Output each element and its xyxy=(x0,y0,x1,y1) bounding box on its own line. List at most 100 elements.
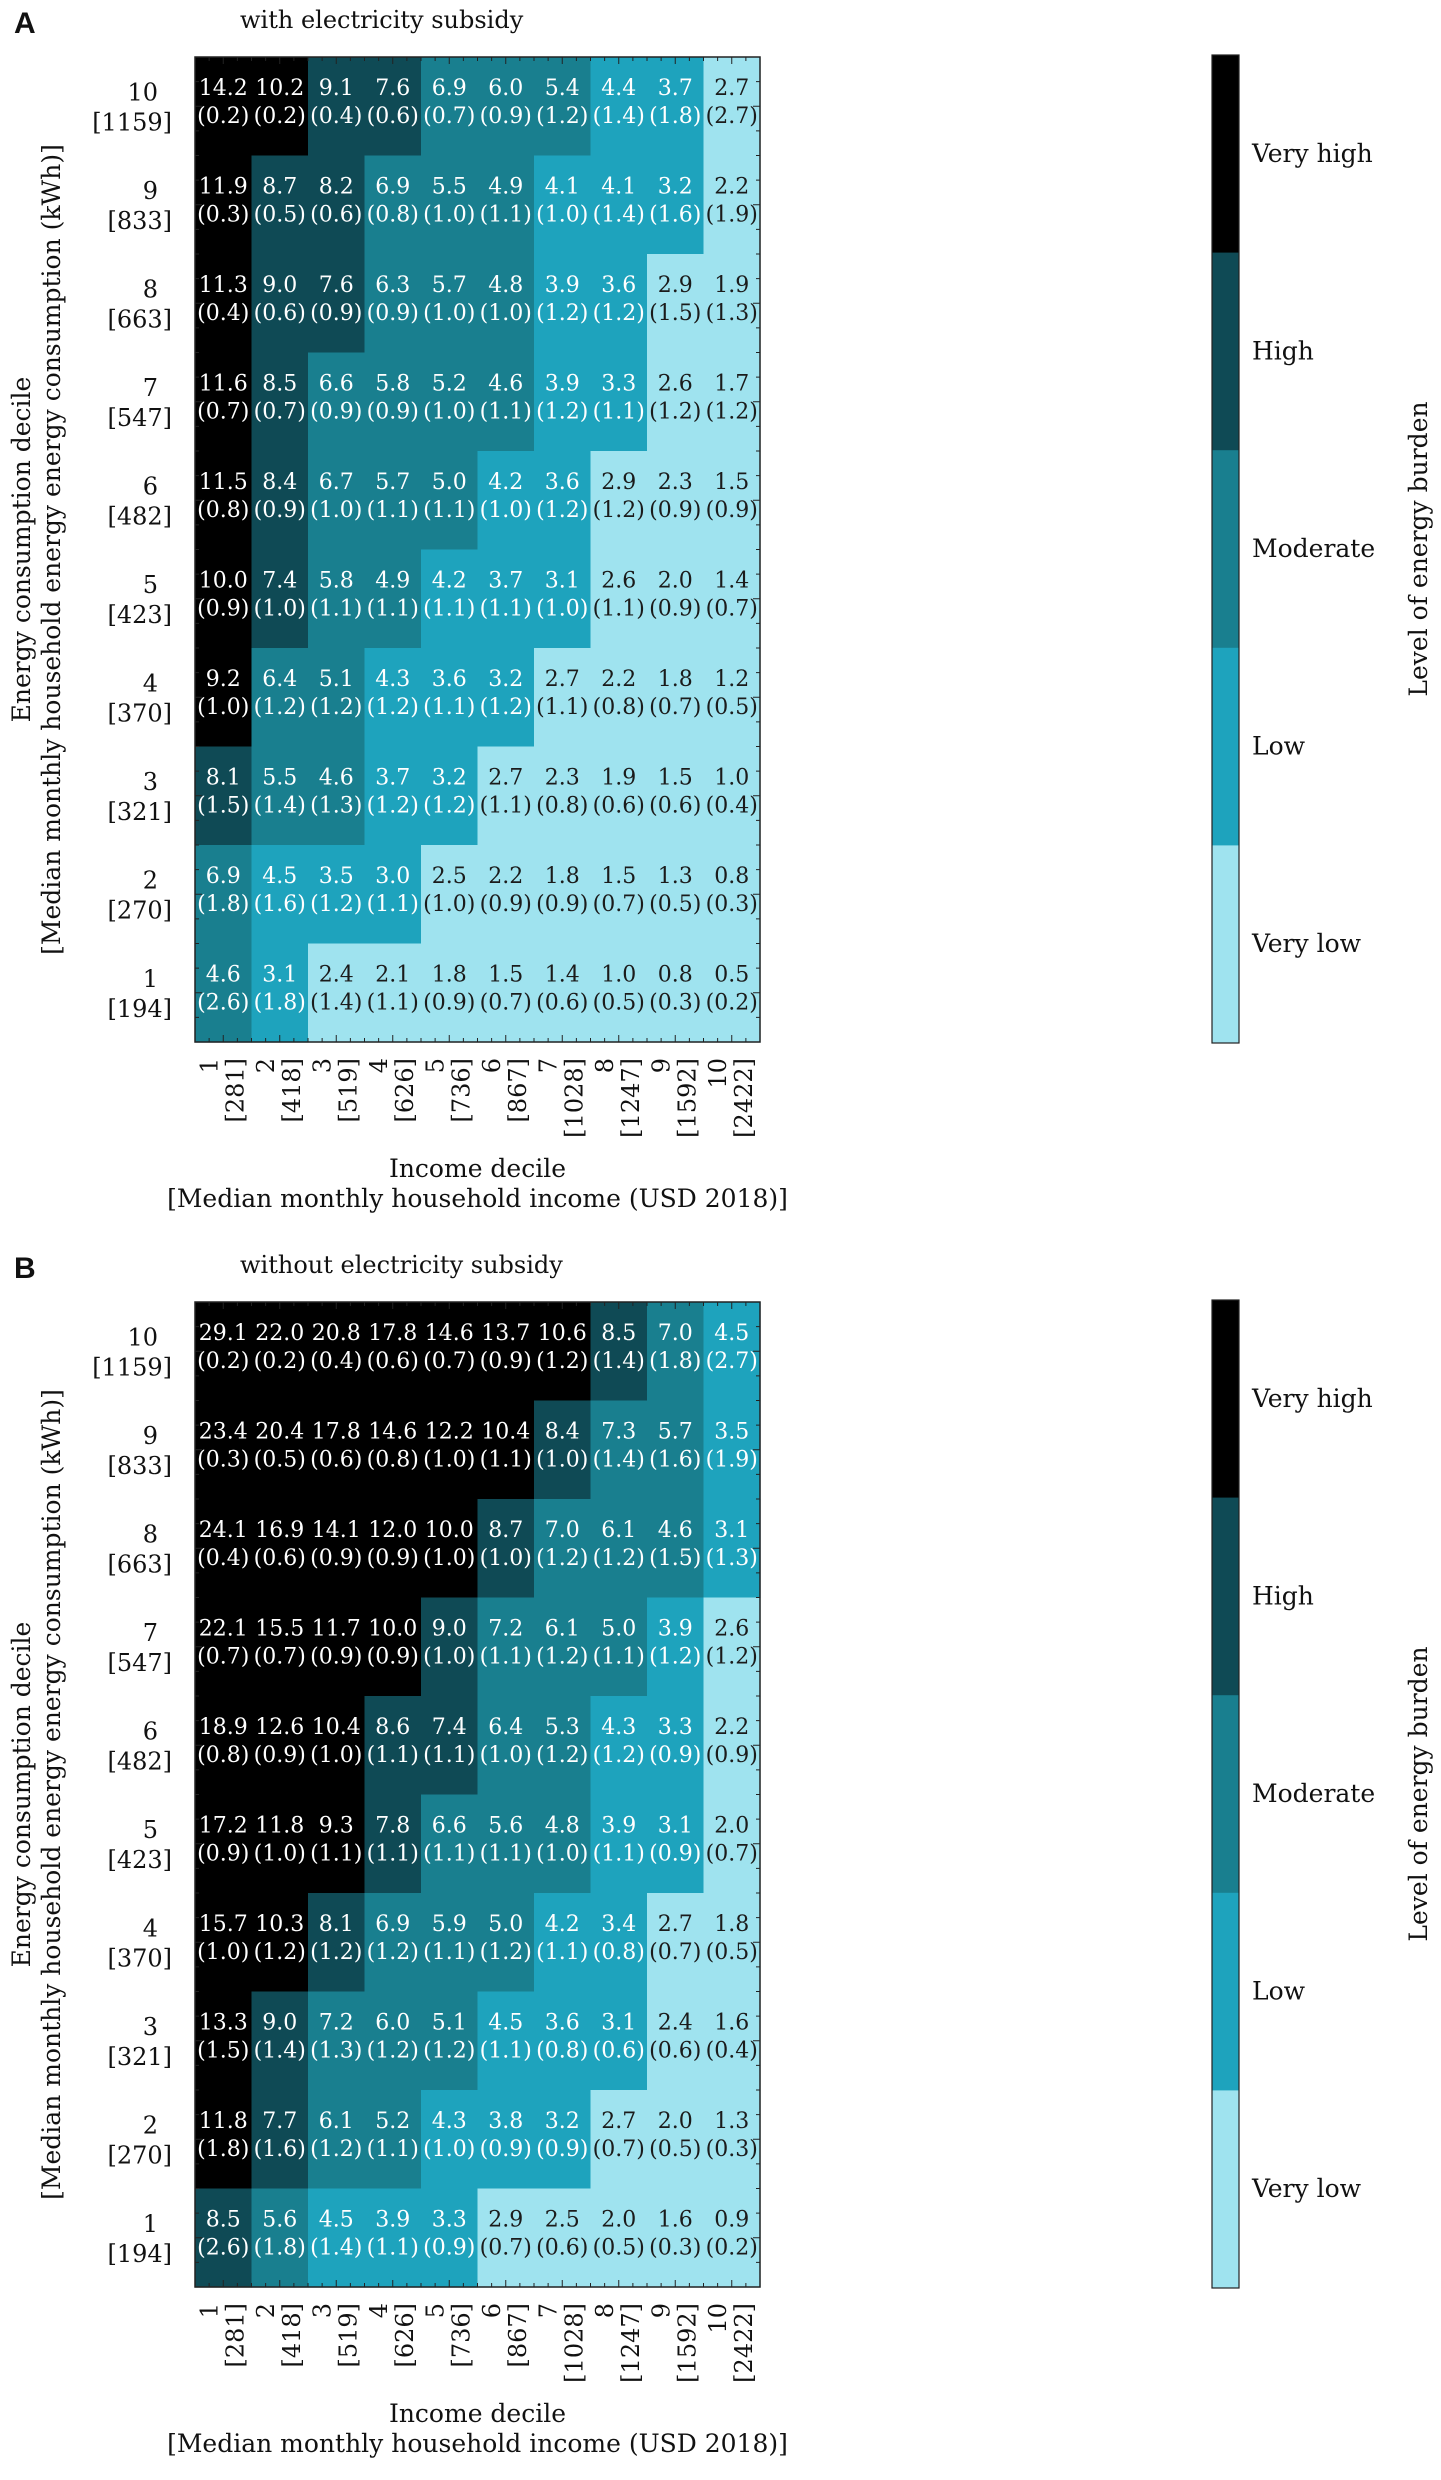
heatmap-cell xyxy=(308,549,366,649)
cell-value: 0.9 xyxy=(714,2208,749,2233)
heatmap-cell xyxy=(251,352,309,452)
y-tick-label: 7 xyxy=(143,374,158,402)
cell-value: 22.0 xyxy=(255,1321,304,1346)
cell-value: 4.1 xyxy=(601,175,636,200)
cell-value: 3.1 xyxy=(658,1814,693,1839)
cell-error: (1.6) xyxy=(649,1448,701,1473)
heatmap-cell xyxy=(590,451,648,551)
y-tick-median: [1159] xyxy=(92,108,172,136)
x-tick-label: 3 xyxy=(308,2303,336,2318)
y-tick-label: 6 xyxy=(143,472,158,500)
heatmap-cell xyxy=(308,57,366,157)
heatmap-cell xyxy=(364,352,422,452)
cell-error: (1.1) xyxy=(367,1743,419,1768)
cell-error: (1.2) xyxy=(367,2039,419,2064)
cell-value: 24.1 xyxy=(199,1518,248,1543)
cell-value: 5.0 xyxy=(432,470,467,495)
y-tick-median: [270] xyxy=(107,2141,172,2169)
heatmap-cell xyxy=(703,1696,761,1796)
cell-value: 17.8 xyxy=(312,1420,361,1445)
heatmap-cell xyxy=(534,57,592,157)
heatmap-cell xyxy=(364,1893,422,1993)
cell-value: 14.1 xyxy=(312,1518,361,1543)
cell-value: 3.1 xyxy=(601,2011,636,2036)
cell-error: (0.7) xyxy=(593,2137,645,2162)
cell-error: (1.1) xyxy=(423,498,475,523)
heatmap-cell xyxy=(421,57,479,157)
cell-value: 10.0 xyxy=(199,569,248,594)
heatmap-cell xyxy=(308,1302,366,1402)
y-tick-label: 9 xyxy=(143,177,158,205)
cell-value: 10.3 xyxy=(255,1912,304,1937)
cell-error: (1.3) xyxy=(310,794,362,819)
cell-value: 7.2 xyxy=(319,2011,354,2036)
heatmap-cell xyxy=(308,648,366,748)
heatmap-cell xyxy=(195,943,253,1043)
cell-value: 5.8 xyxy=(319,569,354,594)
cell-error: (1.0) xyxy=(423,1546,475,1571)
cell-value: 0.5 xyxy=(714,963,749,988)
heatmap-cell xyxy=(477,1499,535,1599)
cell-error: (0.9) xyxy=(480,104,532,129)
heatmap-cell xyxy=(477,352,535,452)
cell-value: 2.7 xyxy=(714,76,749,101)
cell-error: (0.5) xyxy=(706,695,758,720)
cell-error: (1.2) xyxy=(480,695,532,720)
cell-error: (0.6) xyxy=(367,1349,419,1374)
x-tick-label: 6 xyxy=(478,1058,506,1073)
cell-error: (1.2) xyxy=(423,794,475,819)
cell-error: (0.7) xyxy=(706,1842,758,1867)
heatmap-cell xyxy=(308,1597,366,1697)
cell-error: (1.2) xyxy=(706,1645,758,1670)
cell-error: (1.0) xyxy=(423,203,475,228)
colorbar-category: Very high xyxy=(1251,139,1373,168)
cell-error: (1.1) xyxy=(480,203,532,228)
heatmap-cell xyxy=(647,648,705,748)
heatmap-cell xyxy=(251,943,309,1043)
cell-value: 9.0 xyxy=(262,273,297,298)
heatmap-cell xyxy=(308,746,366,846)
cell-value: 6.9 xyxy=(206,864,241,889)
cell-error: (0.5) xyxy=(649,2137,701,2162)
cell-error: (0.6) xyxy=(310,1448,362,1473)
heatmap-cell xyxy=(590,648,648,748)
cell-value: 6.0 xyxy=(375,2011,410,2036)
cell-error: (1.5) xyxy=(649,301,701,326)
x-axis-label: Income decile xyxy=(389,2399,566,2428)
heatmap-cell xyxy=(364,155,422,255)
heatmap-cell xyxy=(534,1597,592,1697)
cell-value: 7.0 xyxy=(658,1321,693,1346)
cell-error: (0.9) xyxy=(367,301,419,326)
heatmap-cell xyxy=(308,2188,366,2288)
cell-value: 2.6 xyxy=(601,569,636,594)
cell-error: (1.1) xyxy=(480,794,532,819)
heatmap-cell xyxy=(590,2188,648,2288)
heatmap-cell xyxy=(195,1991,253,2091)
cell-error: (0.7) xyxy=(254,1645,306,1670)
heatmap-cell xyxy=(534,1893,592,1993)
heatmap-cell xyxy=(308,155,366,255)
cell-value: 20.4 xyxy=(255,1420,304,1445)
heatmap-cell xyxy=(251,451,309,551)
cell-error: (1.1) xyxy=(593,400,645,425)
heatmap-cell xyxy=(421,1400,479,1500)
cell-error: (1.0) xyxy=(423,400,475,425)
cell-error: (1.0) xyxy=(536,203,588,228)
heatmap-cell xyxy=(477,1597,535,1697)
cell-error: (1.0) xyxy=(423,2137,475,2162)
colorbar-category: High xyxy=(1252,336,1314,365)
cell-value: 4.9 xyxy=(375,569,410,594)
y-tick-median: [270] xyxy=(107,896,172,924)
heatmap-cell xyxy=(251,549,309,649)
colorbar-segment xyxy=(1212,1300,1239,1499)
heatmap-cell xyxy=(647,1400,705,1500)
y-tick-label: 3 xyxy=(143,768,158,796)
cell-error: (0.9) xyxy=(423,2236,475,2261)
cell-value: 11.8 xyxy=(199,2109,248,2134)
cell-value: 17.2 xyxy=(199,1814,248,1839)
heatmap-cell xyxy=(251,57,309,157)
cell-value: 8.6 xyxy=(375,1715,410,1740)
cell-value: 17.8 xyxy=(368,1321,417,1346)
heatmap-cell xyxy=(534,1696,592,1796)
